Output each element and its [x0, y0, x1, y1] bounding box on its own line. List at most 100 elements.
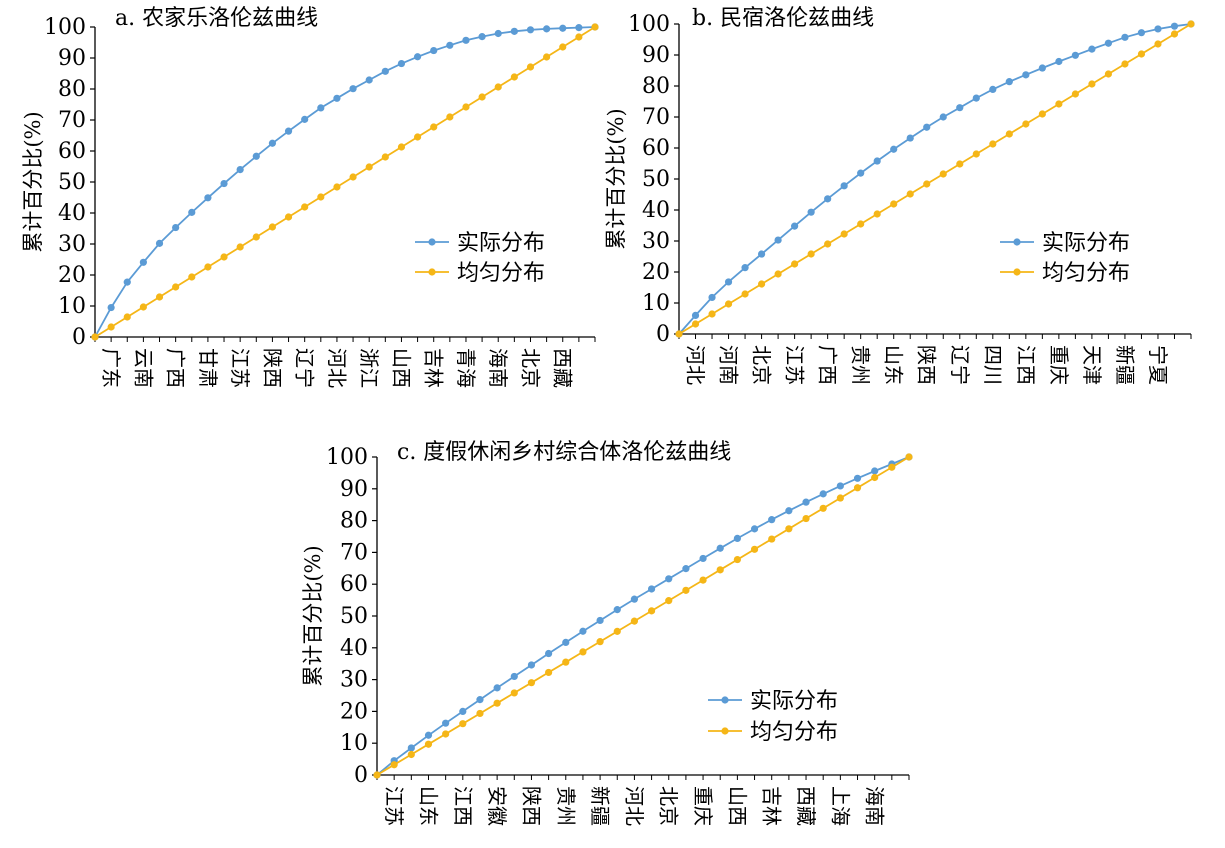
data-point [220, 253, 228, 261]
data-point [493, 699, 501, 707]
data-point [840, 182, 848, 190]
y-tick-label: 100 [44, 15, 86, 40]
data-point [613, 627, 621, 635]
data-point [1137, 50, 1146, 58]
x-tick-label: 广东 [99, 348, 123, 388]
x-tick-label: 北京 [750, 345, 774, 385]
data-point [1154, 25, 1162, 33]
data-point [923, 123, 931, 131]
data-point [741, 290, 749, 298]
data-point [123, 313, 131, 321]
y-tick-label: 70 [340, 540, 368, 565]
data-point [139, 258, 147, 266]
data-point [424, 731, 433, 739]
data-point [871, 473, 879, 482]
data-point [596, 616, 604, 625]
panel-b: b. 民宿洛伦兹曲线 0 10 20 30 40 50 60 70 80 90 100 累计百分比(%… [604, 6, 1195, 385]
data-point [442, 730, 450, 738]
x-tick-label: 甘肃 [196, 348, 220, 388]
x-tick-label: 河北 [684, 345, 708, 385]
data-point [1022, 120, 1030, 128]
y-tick-label: 10 [642, 291, 670, 316]
data-point [575, 24, 583, 32]
data-point [1121, 60, 1129, 68]
x-tick-label: 广西 [816, 345, 840, 385]
data-point [768, 535, 776, 543]
data-point [750, 525, 759, 533]
x-tick-label: 江苏 [382, 786, 406, 826]
data-point [446, 113, 454, 121]
data-point [579, 648, 587, 656]
data-point [424, 740, 433, 748]
data-point [956, 160, 964, 168]
data-point [836, 494, 844, 502]
legend-marker [721, 696, 729, 704]
x-tick-label: 云南 [131, 348, 155, 388]
data-point [462, 103, 470, 111]
data-point [172, 223, 180, 232]
data-point [853, 484, 862, 492]
x-tick-label: 四川 [981, 345, 1005, 385]
x-tick-label: 吉林 [422, 348, 446, 388]
series-uniform [675, 20, 1195, 338]
data-point [708, 293, 716, 302]
data-point [888, 463, 896, 471]
data-point [430, 123, 438, 131]
data-point [630, 595, 639, 603]
series-line [678, 23, 1192, 335]
panel-a: a. 农家乐洛伦兹曲线 0 10 20 30 40 50 60 70 80 90 100 累计百分比(… [21, 6, 599, 388]
data-point [757, 250, 766, 258]
x-tick-label: 陕西 [260, 348, 284, 388]
data-point [802, 498, 810, 506]
data-point [526, 26, 535, 34]
data-point [675, 330, 683, 338]
legend-label: 实际分布 [750, 689, 838, 714]
data-point [791, 222, 799, 230]
data-point [381, 67, 389, 75]
data-point [91, 333, 99, 341]
data-point [478, 93, 486, 101]
data-point [691, 320, 700, 328]
series-line [94, 26, 596, 338]
x-tick-label: 北京 [518, 348, 542, 388]
data-point [785, 525, 793, 533]
y-tick-label: 40 [340, 636, 368, 661]
data-point [785, 507, 793, 515]
x-tick-label: 贵州 [849, 345, 873, 385]
data-point [188, 273, 196, 281]
data-point [939, 170, 947, 178]
y-tick-label: 30 [340, 668, 368, 693]
data-point [493, 684, 501, 692]
data-point [543, 25, 551, 33]
data-point [873, 157, 881, 165]
data-point [510, 27, 518, 35]
y-tick-label: 20 [340, 699, 368, 724]
data-point [562, 638, 570, 646]
data-point [873, 210, 881, 218]
x-tick-label: 山西 [389, 348, 413, 388]
data-point [857, 220, 865, 228]
y-tick-label: 0 [656, 322, 670, 347]
data-point [236, 243, 244, 251]
x-tick-label: 江西 [1014, 345, 1038, 385]
x-tick-label: 重庆 [1047, 345, 1071, 385]
y-tick-label: 70 [58, 108, 86, 133]
data-point [716, 566, 724, 574]
data-point [301, 203, 309, 211]
data-point [972, 94, 980, 102]
data-point [301, 115, 309, 123]
data-point [750, 545, 759, 553]
y-axis-title: 累计百分比(%) [301, 545, 325, 686]
legend-marker [1013, 238, 1021, 246]
y-axis-title: 累计百分比(%) [604, 108, 628, 249]
x-tick-label: 江西 [451, 786, 475, 826]
y-tick-label: 20 [642, 260, 670, 285]
data-point [724, 300, 733, 308]
data-point [972, 150, 980, 158]
x-tick-label: 宁夏 [1146, 345, 1170, 385]
legend-marker [428, 238, 436, 246]
x-tick-label: 广西 [164, 348, 188, 388]
data-point [1170, 22, 1179, 30]
data-point [923, 180, 931, 188]
data-point [442, 719, 450, 727]
